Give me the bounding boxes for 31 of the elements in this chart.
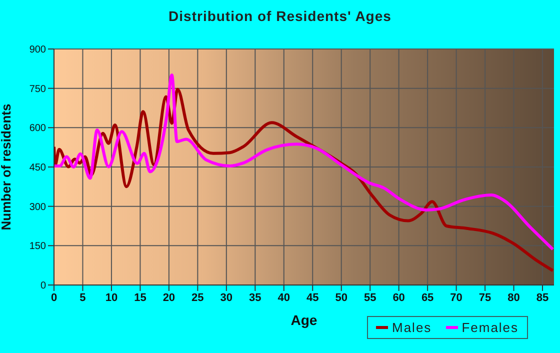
x-tick-label: 45: [306, 292, 319, 304]
legend-label: Females: [462, 320, 519, 335]
x-tick-label: 60: [392, 292, 405, 304]
x-tick-label: 15: [134, 292, 146, 304]
x-tick-label: 35: [249, 292, 262, 304]
x-tick-label: 0: [50, 292, 58, 304]
x-tick-label: 70: [450, 292, 462, 304]
x-tick-label: 85: [536, 292, 549, 304]
x-tick-label: 25: [192, 292, 204, 304]
y-axis-title: Number of residents: [0, 104, 14, 230]
y-tick-label: 750: [29, 84, 46, 95]
y-tick-label: 450: [29, 162, 46, 174]
x-tick-label: 50: [335, 292, 348, 304]
x-tick-label: 80: [508, 292, 520, 304]
chart-title: Distribution of Residents' Ages: [168, 8, 392, 24]
x-tick-label: 65: [421, 292, 434, 304]
y-tick-label: 900: [29, 44, 46, 56]
x-tick-label: 10: [105, 292, 118, 304]
x-tick-label: 55: [364, 292, 376, 304]
legend-label: Males: [392, 320, 432, 335]
x-tick-label: 75: [478, 292, 492, 304]
y-tick-label: 600: [29, 123, 46, 134]
x-axis-title: Age: [290, 312, 318, 328]
x-tick-label: 30: [220, 292, 233, 304]
x-tick-label: 5: [80, 292, 86, 304]
y-tick-label: 150: [29, 241, 46, 252]
line-series: [54, 73, 554, 251]
x-tick-label: 20: [162, 292, 176, 304]
x-tick-label: 40: [278, 292, 290, 304]
y-tick-label: 300: [29, 202, 46, 213]
y-tick-label: 0: [40, 280, 46, 292]
